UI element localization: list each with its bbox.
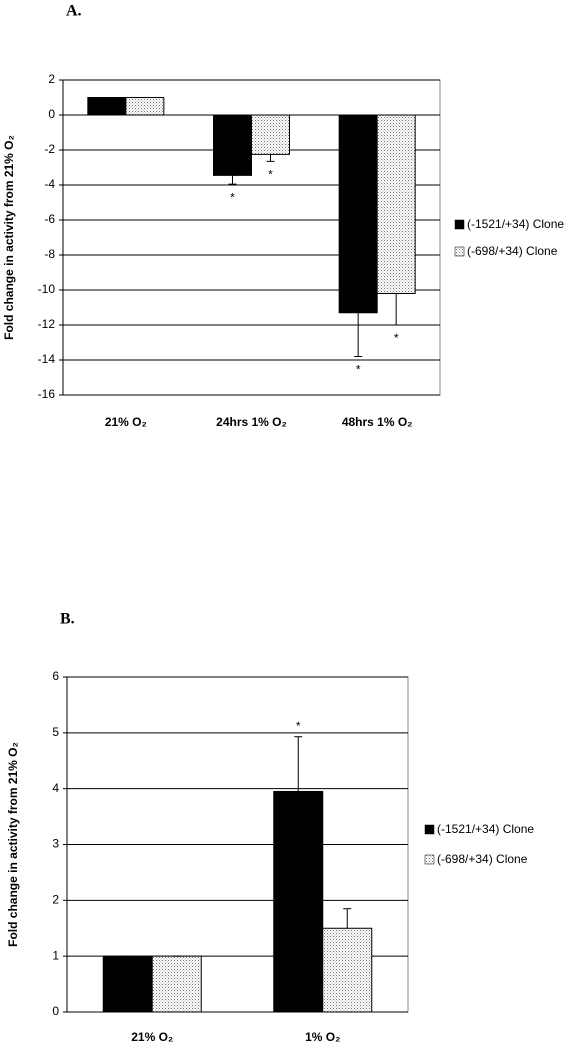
y-tick-label: -10: [38, 282, 56, 296]
x-tick-label: 21% O₂: [105, 415, 147, 429]
y-tick-label: 4: [52, 781, 59, 795]
y-tick-label: 1: [52, 948, 59, 962]
y-tick-label: 5: [52, 725, 59, 739]
legend-label: (-1521/+34) Clone: [437, 822, 534, 836]
x-tick-label: 24hrs 1% O₂: [216, 415, 287, 429]
legend-swatch: [424, 854, 435, 865]
legend-label: (-698/+34) Clone: [437, 852, 528, 866]
y-tick-label: -2: [44, 142, 55, 156]
y-axis-label: Fold change in activity from 21% O₂: [6, 742, 20, 947]
panel-label: A.: [66, 3, 82, 20]
y-tick-label: -12: [38, 317, 56, 331]
bar: [251, 114, 290, 155]
bar: [213, 114, 252, 176]
significance-mark: *: [296, 719, 301, 733]
y-tick-label: 2: [52, 893, 59, 907]
legend-swatch: [454, 219, 465, 230]
x-tick-label: 21% O₂: [131, 1030, 173, 1044]
y-tick-label: -4: [44, 177, 55, 191]
bar: [338, 114, 378, 314]
significance-mark: *: [230, 190, 235, 204]
significance-mark: *: [356, 363, 361, 377]
y-tick-label: -8: [44, 247, 55, 261]
bar: [273, 790, 324, 1013]
legend-label: (-1521/+34) Clone: [467, 217, 564, 231]
y-tick-label: 6: [52, 669, 59, 683]
bar: [87, 97, 127, 116]
legend-swatch: [454, 246, 465, 257]
y-tick-label: 0: [52, 1004, 59, 1018]
y-axis-label: Fold change in activity from 21% O₂: [2, 135, 16, 340]
significance-mark: *: [268, 168, 273, 182]
legend-label: (-698/+34) Clone: [467, 244, 558, 258]
y-tick-label: 2: [48, 72, 55, 86]
legend-swatch: [424, 824, 435, 835]
bar: [102, 955, 153, 1013]
x-tick-label: 48hrs 1% O₂: [342, 415, 413, 429]
y-tick-label: 3: [52, 837, 59, 851]
bar: [125, 97, 165, 116]
significance-mark: *: [394, 331, 399, 345]
panel-label: B.: [60, 611, 75, 628]
bar: [151, 955, 202, 1013]
y-tick-label: -14: [38, 352, 56, 366]
y-tick-label: -6: [44, 212, 55, 226]
y-tick-label: -16: [38, 387, 56, 401]
bar: [376, 114, 416, 294]
y-tick-label: 0: [48, 107, 55, 121]
bar: [322, 927, 373, 1013]
x-tick-label: 1% O₂: [305, 1030, 340, 1044]
